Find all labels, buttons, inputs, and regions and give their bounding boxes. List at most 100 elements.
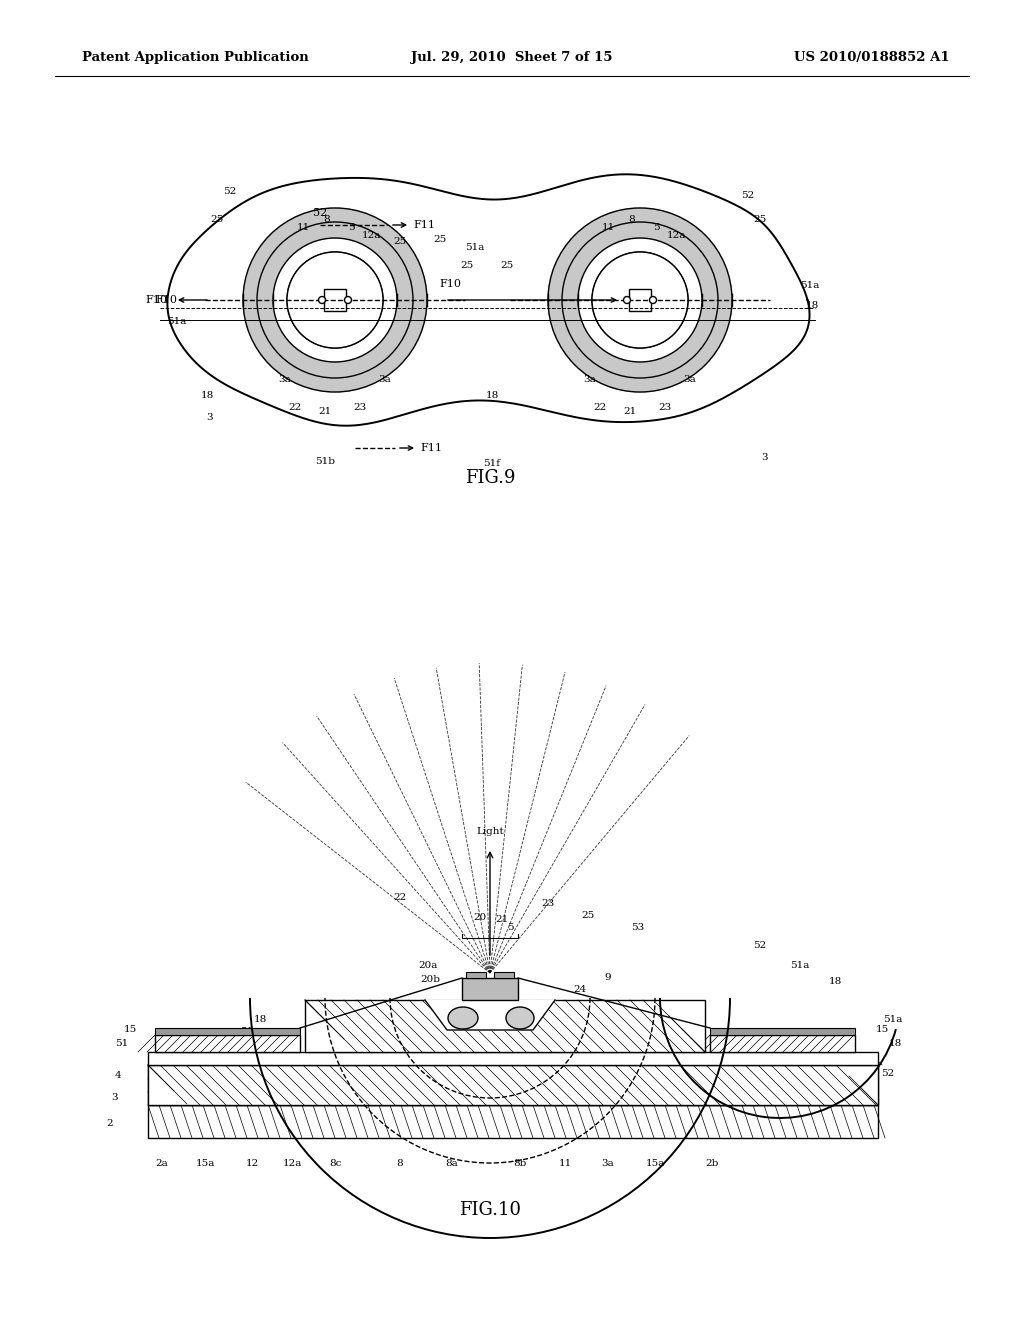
- Text: 18: 18: [828, 978, 842, 986]
- Bar: [148, 1052, 878, 1065]
- Text: 22: 22: [393, 894, 407, 903]
- Text: 3: 3: [112, 1093, 119, 1101]
- Text: 52: 52: [223, 187, 237, 197]
- Text: 8: 8: [324, 215, 331, 224]
- Text: 11: 11: [601, 223, 614, 232]
- Text: 15: 15: [876, 1026, 889, 1035]
- Text: 3a: 3a: [602, 1159, 614, 1167]
- Text: 9: 9: [605, 974, 611, 982]
- Text: 15a: 15a: [196, 1159, 215, 1167]
- Text: 51f: 51f: [483, 458, 501, 467]
- Text: 18: 18: [485, 391, 499, 400]
- Text: 18: 18: [253, 1015, 266, 1024]
- Text: F10: F10: [439, 279, 461, 289]
- Text: 8: 8: [396, 1159, 403, 1167]
- Text: 52: 52: [313, 209, 327, 218]
- Text: 22: 22: [593, 404, 606, 412]
- Text: 15: 15: [123, 1026, 136, 1035]
- Ellipse shape: [449, 1007, 478, 1030]
- Bar: [148, 1105, 878, 1138]
- Text: 52: 52: [741, 190, 755, 199]
- Text: Light: Light: [476, 828, 504, 836]
- Text: 51b: 51b: [315, 458, 335, 466]
- Text: 12: 12: [246, 1159, 259, 1167]
- Bar: [324, 289, 346, 312]
- Circle shape: [592, 252, 688, 348]
- Text: 5: 5: [507, 924, 513, 932]
- Circle shape: [318, 297, 326, 304]
- Polygon shape: [548, 209, 732, 392]
- Text: 2b: 2b: [706, 1159, 719, 1167]
- Text: 2: 2: [106, 1118, 114, 1127]
- Circle shape: [624, 297, 631, 304]
- Polygon shape: [425, 1001, 555, 1030]
- Text: F11: F11: [413, 220, 435, 230]
- Text: 3a: 3a: [279, 375, 292, 384]
- Text: 20a: 20a: [419, 961, 437, 970]
- Text: 3: 3: [762, 454, 768, 462]
- Circle shape: [287, 252, 383, 348]
- Text: 25: 25: [582, 912, 595, 920]
- Bar: [155, 1028, 300, 1035]
- Bar: [155, 1035, 300, 1052]
- Text: 22: 22: [289, 404, 302, 412]
- Text: 12a: 12a: [283, 1159, 302, 1167]
- Text: FIG.10: FIG.10: [459, 1201, 521, 1218]
- Bar: [629, 289, 651, 312]
- Text: 3: 3: [207, 413, 213, 422]
- Circle shape: [649, 297, 656, 304]
- Ellipse shape: [506, 1007, 534, 1030]
- Text: 18: 18: [889, 1039, 901, 1048]
- Text: F11: F11: [420, 444, 442, 453]
- Text: 52: 52: [754, 940, 767, 949]
- Text: 25: 25: [754, 215, 767, 224]
- Text: 15a: 15a: [645, 1159, 665, 1167]
- Text: 11: 11: [296, 223, 309, 232]
- Text: 51a: 51a: [801, 281, 819, 290]
- Text: 25: 25: [210, 215, 223, 224]
- Text: US 2010/0188852 A1: US 2010/0188852 A1: [795, 51, 950, 65]
- Text: 8c: 8c: [329, 1159, 341, 1167]
- Bar: [148, 1065, 878, 1105]
- Text: 18: 18: [201, 391, 214, 400]
- Text: 23: 23: [658, 404, 672, 412]
- Text: 51a: 51a: [465, 243, 484, 252]
- Text: 3a: 3a: [379, 375, 391, 384]
- Text: 11: 11: [558, 1159, 571, 1167]
- Text: 12a: 12a: [667, 231, 686, 239]
- Text: 25: 25: [461, 260, 474, 269]
- Text: 5: 5: [348, 223, 354, 231]
- Text: 10: 10: [478, 986, 492, 994]
- Text: 20: 20: [473, 913, 486, 923]
- Text: 25: 25: [393, 238, 407, 247]
- Bar: [462, 978, 518, 1001]
- Text: 4: 4: [115, 1071, 121, 1080]
- Text: 8: 8: [629, 215, 635, 224]
- Text: 18: 18: [805, 301, 818, 310]
- Text: F10: F10: [145, 294, 167, 305]
- Text: 51a: 51a: [791, 961, 810, 969]
- Bar: [305, 1001, 705, 1052]
- Text: Patent Application Publication: Patent Application Publication: [82, 51, 309, 65]
- Text: 8b: 8b: [513, 1159, 526, 1167]
- Text: Jul. 29, 2010  Sheet 7 of 15: Jul. 29, 2010 Sheet 7 of 15: [412, 51, 612, 65]
- Text: 25: 25: [433, 235, 446, 244]
- Text: 2a: 2a: [156, 1159, 168, 1167]
- Text: 12a: 12a: [361, 231, 381, 239]
- Text: 3a: 3a: [584, 375, 596, 384]
- Polygon shape: [243, 209, 427, 392]
- Text: F10: F10: [155, 294, 177, 305]
- Text: 53: 53: [632, 924, 645, 932]
- Text: 21: 21: [318, 408, 332, 417]
- Text: 21: 21: [624, 408, 637, 417]
- Circle shape: [344, 297, 351, 304]
- Text: 51a: 51a: [241, 1027, 260, 1036]
- Text: 51a: 51a: [167, 318, 186, 326]
- Text: 51: 51: [116, 1039, 129, 1048]
- Bar: [710, 1028, 855, 1035]
- Text: FIG.9: FIG.9: [465, 469, 515, 487]
- Text: 20b: 20b: [420, 975, 440, 985]
- Bar: [148, 1065, 878, 1105]
- Text: 52: 52: [882, 1068, 895, 1077]
- Text: 25: 25: [501, 260, 514, 269]
